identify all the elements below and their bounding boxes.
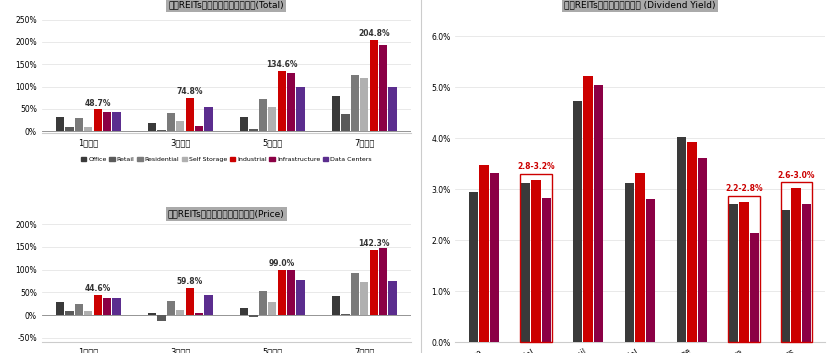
Bar bbox=[370, 250, 378, 315]
Bar bbox=[195, 126, 203, 131]
Bar bbox=[157, 315, 166, 321]
Bar bbox=[249, 129, 257, 131]
Bar bbox=[802, 204, 811, 342]
Bar bbox=[636, 173, 645, 342]
Bar bbox=[204, 107, 212, 131]
Text: 74.8%: 74.8% bbox=[177, 87, 203, 96]
Bar bbox=[112, 112, 121, 131]
Bar bbox=[287, 73, 295, 131]
Bar bbox=[351, 273, 359, 315]
Legend: Office, Retail, Residential, Self Storage, Industrial, Infrastructure, Data Cent: Office, Retail, Residential, Self Storag… bbox=[78, 154, 374, 165]
Bar bbox=[342, 314, 350, 315]
Bar bbox=[56, 303, 64, 315]
Text: 48.7%: 48.7% bbox=[84, 98, 111, 108]
Bar bbox=[469, 192, 478, 342]
Bar bbox=[148, 313, 157, 315]
Bar bbox=[729, 204, 738, 342]
Bar bbox=[351, 76, 359, 131]
Bar bbox=[521, 183, 531, 342]
Bar bbox=[103, 298, 112, 315]
Bar bbox=[360, 282, 368, 315]
Bar bbox=[65, 311, 73, 315]
Title: 美国REITs各物业类别价格收益率(Price): 美国REITs各物业类别价格收益率(Price) bbox=[168, 210, 285, 219]
Bar bbox=[388, 281, 397, 315]
Bar bbox=[103, 113, 112, 131]
Bar bbox=[379, 46, 387, 131]
Bar bbox=[240, 308, 248, 315]
Bar bbox=[740, 202, 749, 342]
Bar bbox=[490, 173, 499, 342]
Bar bbox=[167, 301, 175, 315]
Bar bbox=[781, 182, 811, 342]
Bar bbox=[342, 114, 350, 131]
Bar bbox=[186, 288, 194, 315]
Bar bbox=[332, 296, 341, 315]
Bar bbox=[148, 123, 157, 131]
Bar bbox=[277, 270, 286, 315]
Bar bbox=[186, 98, 194, 131]
Bar bbox=[531, 180, 541, 342]
Text: 2.6-3.0%: 2.6-3.0% bbox=[777, 170, 815, 180]
Bar bbox=[541, 198, 551, 342]
Bar bbox=[195, 313, 203, 315]
Bar bbox=[332, 96, 341, 131]
Title: 美国REITs各物业类别总体收益率(Total): 美国REITs各物业类别总体收益率(Total) bbox=[168, 1, 284, 10]
Bar bbox=[176, 121, 184, 131]
Bar bbox=[646, 199, 655, 342]
Title: 美国REITs各物业类别收益率 (Dividend Yield): 美国REITs各物业类别收益率 (Dividend Yield) bbox=[564, 1, 716, 10]
Bar bbox=[240, 117, 248, 131]
Bar bbox=[204, 295, 212, 315]
Bar bbox=[297, 88, 305, 131]
Bar bbox=[259, 292, 267, 315]
Bar bbox=[698, 157, 707, 342]
Bar bbox=[781, 210, 791, 342]
Bar bbox=[625, 183, 634, 342]
Bar bbox=[297, 280, 305, 315]
Bar bbox=[750, 233, 759, 342]
Text: 204.8%: 204.8% bbox=[358, 29, 390, 38]
Bar bbox=[75, 304, 83, 315]
Bar bbox=[112, 298, 121, 315]
Text: 2.8-3.2%: 2.8-3.2% bbox=[517, 162, 555, 172]
Bar bbox=[521, 174, 551, 342]
Bar bbox=[370, 40, 378, 131]
Text: 44.6%: 44.6% bbox=[85, 284, 111, 293]
Text: 134.6%: 134.6% bbox=[266, 60, 297, 69]
Bar bbox=[388, 88, 397, 131]
Bar bbox=[157, 130, 166, 131]
Bar bbox=[259, 99, 267, 131]
Bar bbox=[93, 295, 102, 315]
Bar bbox=[277, 71, 286, 131]
Bar bbox=[268, 303, 277, 315]
Bar bbox=[687, 142, 696, 342]
Bar bbox=[56, 117, 64, 131]
Bar bbox=[287, 270, 295, 315]
Bar bbox=[479, 165, 489, 342]
Bar bbox=[583, 76, 592, 342]
Bar bbox=[84, 311, 92, 315]
Bar bbox=[167, 113, 175, 131]
Bar bbox=[360, 78, 368, 131]
Bar bbox=[379, 248, 387, 315]
Text: 99.0%: 99.0% bbox=[268, 259, 295, 268]
Bar bbox=[729, 196, 760, 342]
Bar bbox=[677, 137, 686, 342]
Bar bbox=[93, 109, 102, 131]
Bar bbox=[65, 127, 73, 131]
Text: 59.8%: 59.8% bbox=[177, 277, 202, 286]
Bar bbox=[573, 101, 582, 342]
Bar bbox=[594, 85, 603, 342]
Text: 142.3%: 142.3% bbox=[358, 239, 390, 249]
Text: 2.2-2.8%: 2.2-2.8% bbox=[726, 184, 763, 193]
Bar bbox=[84, 127, 92, 131]
Bar bbox=[249, 315, 257, 317]
Bar bbox=[176, 310, 184, 315]
Bar bbox=[75, 118, 83, 131]
Bar bbox=[791, 188, 801, 342]
Bar bbox=[268, 107, 277, 131]
